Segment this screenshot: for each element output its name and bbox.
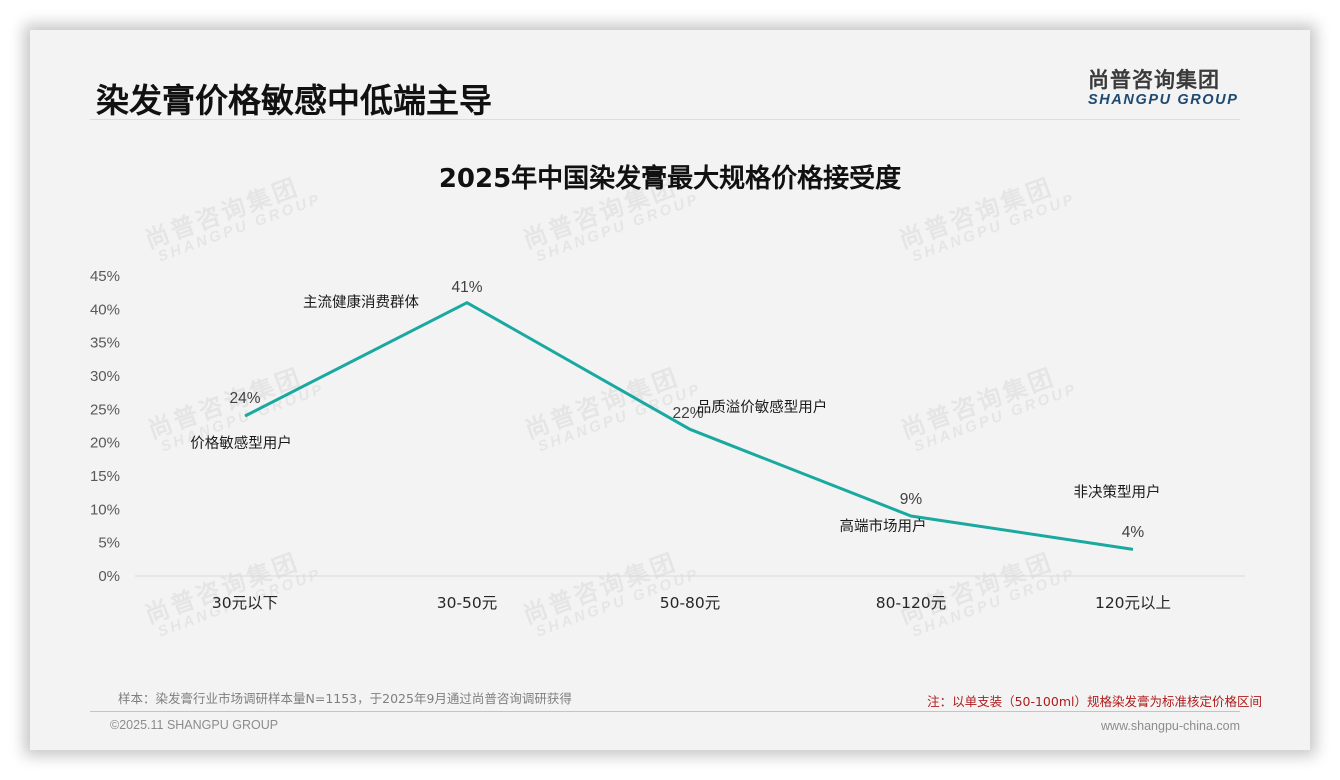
- x-tick-label: 30元以下: [212, 594, 278, 612]
- data-label: 4%: [1122, 524, 1145, 541]
- header-divider: [90, 119, 1240, 120]
- annotation-label: 高端市场用户: [840, 518, 927, 535]
- data-label: 24%: [229, 390, 260, 407]
- y-tick-label: 25%: [90, 401, 120, 418]
- line-chart: 0% 5% 10% 15% 20% 25% 30% 35% 40% 45% 30元以下 30-50元…: [90, 268, 1245, 612]
- data-label: 41%: [451, 279, 482, 296]
- data-label: 9%: [900, 491, 923, 508]
- y-tick-label: 40%: [90, 301, 120, 318]
- logo-en-text: SHANGPU GROUP: [1088, 92, 1239, 108]
- slide: 染发膏价格敏感中低端主导 尚普咨询集团 SHANGPU GROUP 尚普咨询集团…: [30, 30, 1310, 750]
- data-label: 22%: [672, 405, 703, 422]
- source-note: 样本：染发膏行业市场调研样本量N=1153，于2025年9月通过尚普咨询调研获得: [118, 691, 572, 706]
- y-axis: 0% 5% 10% 15% 20% 25% 30% 35% 40% 45%: [90, 268, 120, 585]
- y-tick-label: 15%: [90, 468, 120, 485]
- company-logo: 尚普咨询集团 SHANGPU GROUP: [1088, 64, 1248, 108]
- y-tick-label: 5%: [98, 535, 120, 552]
- annotation-label: 主流健康消费群体: [303, 294, 419, 311]
- footnote: 注：以单支装（50-100ml）规格染发膏为标准核定价格区间: [927, 694, 1262, 709]
- logo-cn-text: 尚普咨询集团: [1088, 68, 1220, 92]
- page-title: 染发膏价格敏感中低端主导: [96, 81, 492, 120]
- x-tick-label: 50-80元: [660, 594, 721, 612]
- x-tick-label: 120元以上: [1095, 594, 1171, 612]
- series-line: [244, 300, 1134, 551]
- annotation-label: 品质溢价敏感型用户: [697, 399, 828, 416]
- y-tick-label: 20%: [90, 435, 120, 452]
- y-tick-label: 30%: [90, 368, 120, 385]
- data-labels: 24% 41% 22% 9% 4%: [229, 279, 1144, 541]
- y-tick-label: 10%: [90, 501, 120, 518]
- chart-title: 2025年中国染发膏最大规格价格接受度: [438, 164, 902, 194]
- x-tick-label: 30-50元: [437, 594, 498, 612]
- annotation-label: 非决策型用户: [1074, 484, 1161, 501]
- website-link[interactable]: www.shangpu-china.com: [1101, 719, 1240, 733]
- annotation-label: 价格敏感型用户: [190, 435, 292, 452]
- footer-divider: [90, 711, 1240, 712]
- x-tick-label: 80-120元: [876, 594, 946, 612]
- copyright: ©2025.11 SHANGPU GROUP: [110, 718, 279, 732]
- y-tick-label: 45%: [90, 268, 120, 285]
- y-tick-label: 0%: [98, 568, 120, 585]
- x-axis: 30元以下 30-50元 50-80元 80-120元 120元以上: [212, 594, 1171, 612]
- y-tick-label: 35%: [90, 335, 120, 352]
